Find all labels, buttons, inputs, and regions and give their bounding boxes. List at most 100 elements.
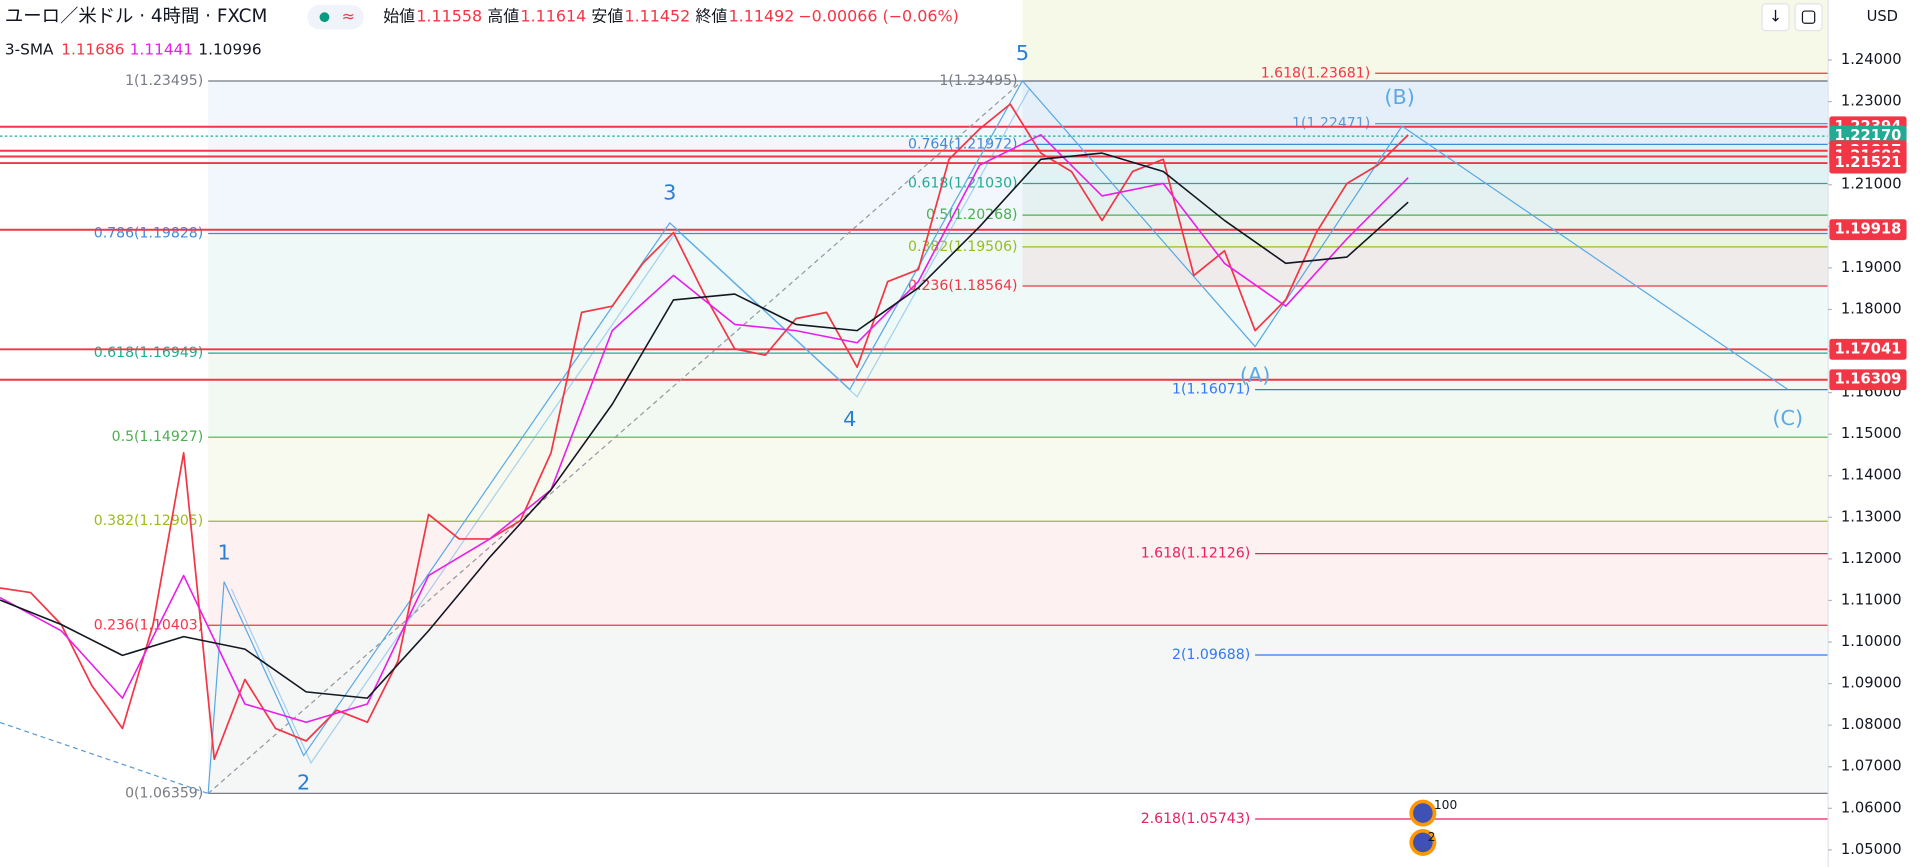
y-tick-label: 1.09000 <box>1841 675 1902 692</box>
wave-channel <box>230 87 1031 765</box>
fib-label: 1(1.22471) <box>1292 116 1370 132</box>
price-tag <box>1829 152 1907 174</box>
y-tick-label: 1.15000 <box>1841 425 1902 442</box>
badge-label: 2 <box>1428 830 1436 844</box>
layout-icon <box>1801 10 1816 24</box>
y-tick-label: 1.18000 <box>1841 300 1902 317</box>
fib-label: 0(1.06359) <box>125 785 203 801</box>
fib-trend <box>207 80 1023 794</box>
fib-band <box>208 625 1829 794</box>
status-pill[interactable] <box>307 4 364 30</box>
fib-label: 0.5(1.20268) <box>926 207 1018 223</box>
fib-band <box>1022 183 1829 216</box>
ohlc-label: 高値 <box>487 7 519 26</box>
wave-label: 1 <box>217 541 230 565</box>
fib-levels: 1(1.23495) 0.786(1.19828) 0.618(1.16949) 0.… <box>94 65 1829 827</box>
series-group <box>0 103 1409 761</box>
price-tag <box>1829 219 1907 241</box>
fib-label: 0.764(1.21972) <box>908 136 1018 152</box>
price-tag-label: 1.16309 <box>1835 371 1902 388</box>
status-icon: ≈ <box>342 7 355 26</box>
fib-label: 2(1.09688) <box>1172 647 1250 663</box>
price-tag <box>1829 369 1907 391</box>
price-tag-label: 1.22170 <box>1835 127 1902 144</box>
badge-icon[interactable] <box>1413 803 1433 823</box>
fib-label: 0.236(1.10403) <box>94 617 204 633</box>
fib-label: 2.618(1.05743) <box>1141 811 1251 827</box>
fib-band <box>1022 81 1829 145</box>
header-bg <box>0 0 980 35</box>
scroll-button[interactable] <box>1761 3 1790 32</box>
fib-label: 1(1.23495) <box>125 73 203 89</box>
ohlc-value: 1.11558 <box>416 7 482 26</box>
ohlc-value: 1.11452 <box>624 7 690 26</box>
fib-label: 1(1.23495) <box>939 73 1017 89</box>
y-tick-label: 1.24000 <box>1841 51 1902 68</box>
y-tick-label: 1.23000 <box>1841 93 1902 110</box>
layout-button[interactable] <box>1794 3 1823 32</box>
fib-label: 1.618(1.12126) <box>1141 546 1251 562</box>
fib-band <box>208 437 1829 522</box>
ohlc-value: 1.11614 <box>520 7 586 26</box>
ohlc-label: 始値 <box>383 7 415 26</box>
ma-line <box>0 152 1409 699</box>
wave-label: 3 <box>663 181 676 205</box>
indicator-name[interactable]: 3-SMA <box>5 41 54 59</box>
badge-icon[interactable] <box>1413 832 1433 853</box>
y-tick-label: 1.12000 <box>1841 550 1902 567</box>
change: −0.00066 (−0.06%) <box>798 7 958 26</box>
fib-label: 0.618(1.21030) <box>908 175 1018 191</box>
price-lines <box>0 125 1829 381</box>
ohlc-label: 安値 <box>591 7 623 26</box>
price-tag <box>1829 338 1907 360</box>
ohlc-label: 終値 <box>696 7 728 26</box>
price-tags: 1.223941.2217002:05:491.218171.216801.21… <box>1829 116 1907 391</box>
shade <box>1022 0 1829 81</box>
ohlc-value: 1.11492 <box>729 7 795 26</box>
badge-label: 100 <box>1434 798 1457 812</box>
fib-band <box>208 521 1829 626</box>
y-tick-label: 1.13000 <box>1841 508 1902 525</box>
wave-label: (C) <box>1772 406 1803 430</box>
price-tag-label: 1.19918 <box>1835 221 1902 238</box>
fib-label: 1.618(1.23681) <box>1261 65 1371 81</box>
y-tick-label: 1.06000 <box>1841 799 1902 816</box>
wave-label: 5 <box>1016 41 1029 65</box>
indicator-value: 1.10996 <box>198 41 261 59</box>
ma-line <box>0 134 1409 724</box>
indicator-values: 1.11686 1.11441 1.10996 <box>61 41 261 59</box>
scroll-icon: ↓ <box>1769 7 1782 26</box>
price-tag-label: 1.21521 <box>1835 154 1902 171</box>
fib-label: 0.618(1.16949) <box>94 345 204 361</box>
fib-band <box>208 233 1829 354</box>
wave-label: (A) <box>1240 363 1270 387</box>
currency[interactable]: USD <box>1867 8 1898 25</box>
fib-band <box>1022 215 1829 247</box>
indicator-value: 1.11686 <box>61 41 124 59</box>
market-status <box>319 12 330 23</box>
wave-label: 2 <box>297 771 310 795</box>
y-tick-label: 1.21000 <box>1841 176 1902 193</box>
y-tick-label: 1.07000 <box>1841 758 1902 775</box>
wave-label: (B) <box>1384 85 1415 109</box>
fib-label: 1(1.16071) <box>1172 382 1250 398</box>
fib-band <box>208 353 1829 438</box>
y-tick-label: 1.19000 <box>1841 259 1902 276</box>
price-tag-label: 1.17041 <box>1835 340 1902 357</box>
symbol-title[interactable]: ユーロ／米ドル · 4時間 · FXCM <box>5 6 267 27</box>
fib-label: 0.5(1.14927) <box>112 429 204 445</box>
fib-label: 0.382(1.12905) <box>94 513 204 529</box>
y-tick-label: 1.11000 <box>1841 591 1902 608</box>
fib-label: 0.786(1.19828) <box>94 225 204 241</box>
y-tick-label: 1.08000 <box>1841 716 1902 733</box>
y-tick-label: 1.10000 <box>1841 633 1902 650</box>
fib-label: 0.236(1.18564) <box>908 278 1018 294</box>
y-tick-label: 1.14000 <box>1841 467 1902 484</box>
indicator-value: 1.11441 <box>130 41 193 59</box>
fib-band <box>1022 246 1829 287</box>
trend-line <box>0 721 209 795</box>
wave-label: 4 <box>843 407 856 431</box>
y-tick-label: 1.05000 <box>1841 841 1902 858</box>
